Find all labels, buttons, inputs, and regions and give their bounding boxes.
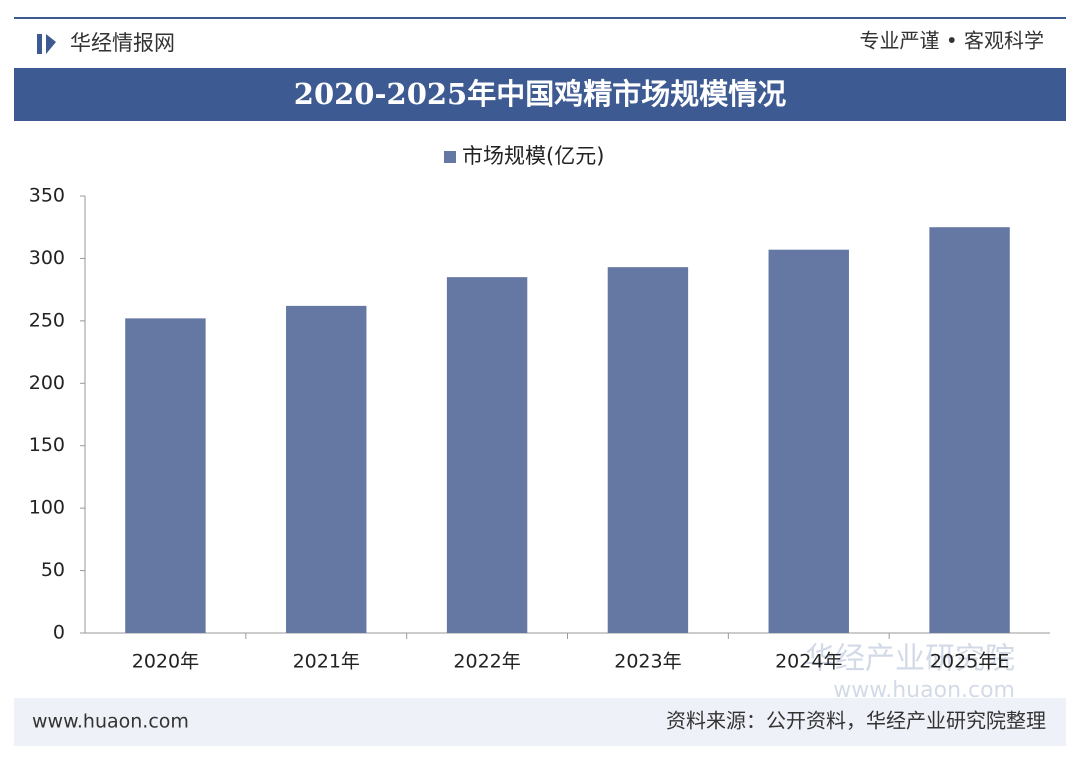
x-tick-label: 2023年 (614, 651, 681, 673)
y-tick-label: 150 (29, 434, 65, 456)
bar (286, 305, 367, 633)
logo-mark (46, 34, 56, 54)
y-tick-label: 300 (29, 247, 65, 269)
chart-title: 2020-2025年中国鸡精市场规模情况 (294, 77, 786, 111)
x-tick-label: 2022年 (453, 651, 520, 673)
x-tick-label: 2020年 (132, 651, 199, 673)
x-tick-label: 2025年E (930, 651, 1009, 673)
x-tick-label: 2024年 (775, 651, 842, 673)
x-tick-label: 2021年 (293, 651, 360, 673)
y-tick-label: 350 (29, 185, 65, 207)
footer-band (14, 698, 1066, 746)
bar (607, 267, 689, 633)
y-tick-label: 250 (29, 309, 65, 331)
title-bar (14, 68, 1066, 121)
legend-swatch (444, 151, 456, 163)
y-tick-label: 0 (53, 622, 65, 644)
footer-website: www.huaon.com (32, 711, 189, 733)
logo-bar (37, 34, 42, 54)
y-tick-label: 200 (29, 372, 65, 394)
bar (768, 249, 849, 633)
watermark-name: 华经产业研究院 (805, 642, 1015, 677)
y-tick-label: 50 (41, 559, 65, 581)
legend-label: 市场规模(亿元) (462, 144, 604, 168)
y-tick-label: 100 (29, 497, 65, 519)
bar (929, 227, 1010, 633)
brand: 华经情报网 (70, 31, 175, 55)
bar (446, 277, 528, 633)
bar (125, 318, 206, 633)
footer-source: 资料来源：公开资料，华经产业研究院整理 (666, 709, 1046, 733)
slogan: 专业严谨 • 客观科学 (859, 29, 1044, 53)
